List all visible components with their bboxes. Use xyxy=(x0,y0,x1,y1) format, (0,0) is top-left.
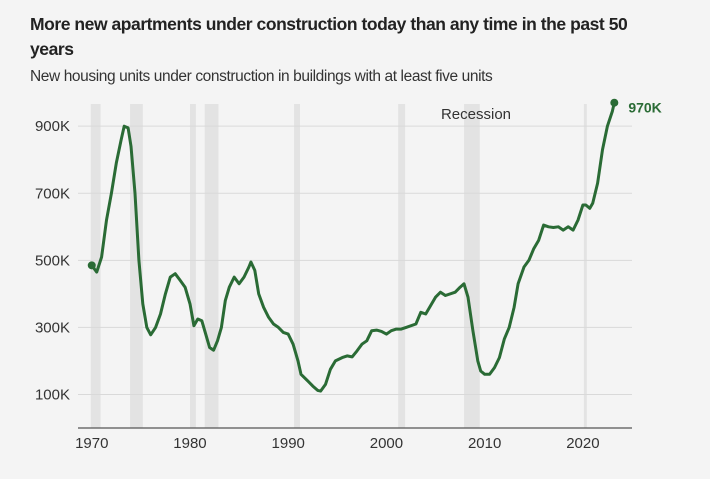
y-tick-label: 100K xyxy=(35,386,70,403)
x-tick-label: 2020 xyxy=(566,435,599,452)
recession-label: Recession xyxy=(441,106,511,123)
chart-title: More new apartments under construction t… xyxy=(30,14,628,59)
recession-band xyxy=(464,104,480,428)
series-line xyxy=(90,102,616,393)
x-tick-label: 1970 xyxy=(75,435,108,452)
x-tick-label: 1980 xyxy=(173,435,206,452)
x-tick-label: 1990 xyxy=(272,435,305,452)
y-tick-label: 900K xyxy=(35,118,70,135)
recession-band xyxy=(583,104,587,428)
y-tick-label: 700K xyxy=(35,185,70,202)
recession-band xyxy=(294,104,300,428)
end-value-label: 970K xyxy=(628,100,661,116)
end-point xyxy=(610,98,619,107)
x-tick-label: 2010 xyxy=(468,435,501,452)
start-point xyxy=(87,261,96,270)
x-tick-label: 2000 xyxy=(370,435,403,452)
recession-band xyxy=(204,104,219,428)
recession-band xyxy=(189,104,196,428)
chart-subtitle: New housing units under construction in … xyxy=(30,68,493,85)
recession-band xyxy=(398,104,406,428)
y-tick-label: 500K xyxy=(35,252,70,269)
y-tick-label: 300K xyxy=(35,319,70,336)
